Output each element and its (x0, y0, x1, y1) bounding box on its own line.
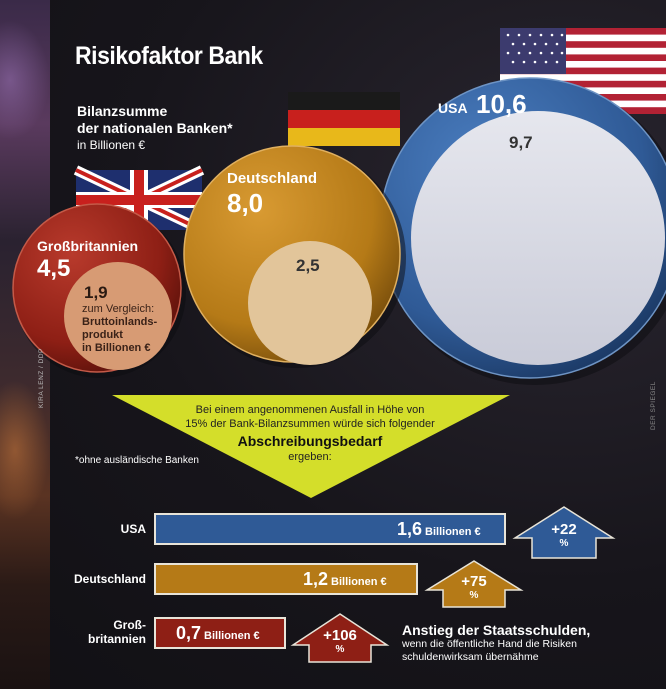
annotation-line1: wenn die öffentliche Hand die Risiken (402, 638, 577, 650)
bar-usa-value-label: 1,6 Billionen € (397, 514, 481, 544)
footnote: *ohne ausländische Banken (75, 455, 199, 466)
germany-bubble (183, 145, 406, 368)
subtitle-unit: in Billionen € (77, 138, 146, 152)
uk-increase-pct: % (335, 644, 345, 655)
uk-increase-value: +106 (323, 627, 357, 644)
uk-bubble-value: 4,5 (37, 255, 71, 282)
publisher-credit: DER SPIEGEL (650, 381, 657, 430)
bar-germany-country: Deutschland (73, 572, 146, 586)
debt-annotation: Anstieg der Staatsschulden, wenn die öff… (402, 622, 590, 664)
funnel-note: Bei einem angenommenen Ausfall in Höhe v… (150, 403, 470, 464)
bar-uk-value-label: 0,7 Billionen € (176, 618, 260, 648)
uk-gdp-value: 1,9 (84, 283, 108, 302)
usa-bubble-name: USA (438, 100, 468, 116)
uk-bubble-name: Großbritannien (37, 238, 139, 254)
germany-gdp-value: 2,5 (296, 256, 320, 275)
bar-usa-unit: Billionen € (425, 526, 481, 538)
uk-compare-line2: Bruttoinlands- (82, 316, 158, 328)
germany-gdp-circle (248, 241, 372, 365)
usa-bubble-value: 10,6 (476, 89, 527, 119)
photo-credit: KIRA LENZ / DDP (38, 348, 45, 408)
usa-increase-pct: % (559, 538, 569, 549)
bar-germany-value-label: 1,2 Billionen € (303, 564, 387, 594)
uk-compare-line3: produkt (82, 329, 123, 341)
bar-uk (154, 617, 286, 649)
subtitle-line2: der nationalen Banken* (77, 120, 233, 136)
uk-increase-label: +106 % (309, 627, 371, 657)
note-line1: Bei einem angenommenen Ausfall in Höhe v… (195, 404, 425, 416)
bar-uk-country: Groß- britannien (66, 618, 146, 646)
usa-increase-label: +22 % (532, 521, 596, 551)
bar-germany-unit: Billionen € (331, 576, 387, 588)
uk-gdp-comparison: zum Vergleich: Bruttoinlands- produkt in… (82, 303, 157, 355)
bar-usa (154, 513, 506, 545)
funnel-triangle (112, 395, 510, 498)
subtitle: Bilanzsumme der nationalen Banken* in Bi… (77, 103, 233, 154)
annotation-line2: schuldenwirksam übernähme (402, 651, 539, 663)
arrow-germany-increase (424, 560, 524, 608)
arrow-usa-increase (512, 506, 616, 559)
bar-uk-unit: Billionen € (204, 630, 260, 642)
germany-increase-label: +75 % (443, 573, 505, 603)
arrow-uk-increase (290, 613, 390, 663)
usa-gdp-value: 9,7 (509, 133, 533, 152)
usa-gdp-circle (411, 111, 665, 365)
bar-germany-value: 1,2 (303, 569, 329, 589)
annotation-title: Anstieg der Staatsschulden, (402, 622, 591, 638)
germany-increase-value: +75 (461, 573, 487, 590)
bar-usa-value: 1,6 (397, 519, 423, 539)
bar-germany (154, 563, 418, 595)
note-line2: 15% der Bank-Bilanzsummen würde sich fol… (185, 418, 435, 430)
germany-increase-pct: % (469, 590, 479, 601)
page-title: Risikofaktor Bank (75, 42, 263, 70)
uk-compare-line4: in Billionen € (82, 342, 151, 354)
bar-uk-value: 0,7 (176, 623, 202, 643)
germany-flag (288, 92, 400, 146)
usa-bubble (379, 77, 666, 385)
note-bold: Abschreibungsbedarf (237, 433, 383, 449)
uk-bubble (12, 203, 186, 378)
uk-gdp-circle (64, 262, 172, 370)
bar-usa-country: USA (120, 522, 146, 536)
subtitle-line1: Bilanzsumme (77, 103, 168, 119)
bar-uk-country-line2: britannien (87, 632, 146, 646)
usa-increase-value: +22 (551, 521, 577, 538)
usa-bubble-label: USA 10,6 (438, 89, 527, 120)
note-line3: ergeben: (288, 451, 332, 463)
germany-bubble-value: 8,0 (227, 188, 264, 218)
germany-bubble-name: Deutschland (227, 170, 318, 187)
bar-uk-country-line1: Groß- (113, 618, 146, 632)
uk-compare-line1: zum Vergleich: (82, 303, 155, 315)
